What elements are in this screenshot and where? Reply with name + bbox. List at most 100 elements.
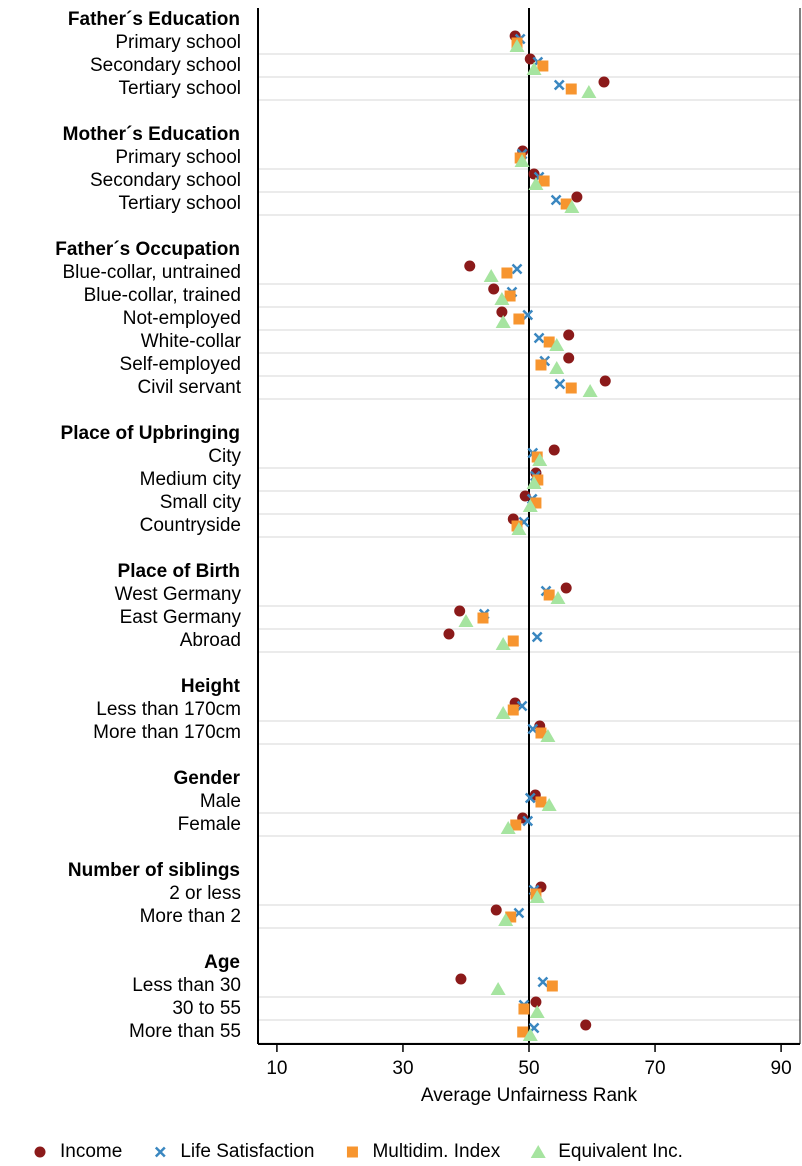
category-label: More than 55 <box>129 1021 241 1042</box>
point <box>560 198 572 210</box>
x-tick-label: 10 <box>266 1058 287 1079</box>
point <box>490 982 506 995</box>
x-axis-label: Average Unfairness Rank <box>421 1085 638 1106</box>
category-label: White-collar <box>141 331 242 352</box>
group-title: Height <box>181 676 241 697</box>
category-label: 2 or less <box>169 883 241 904</box>
legend-marker <box>34 1146 46 1158</box>
point <box>531 451 543 463</box>
point <box>510 819 522 831</box>
category-label: Blue-collar, trained <box>84 285 241 306</box>
group-title: Place of Upbringing <box>61 423 240 444</box>
group-title: Mother´s Education <box>63 124 240 145</box>
point <box>490 904 502 916</box>
point <box>516 700 528 712</box>
point <box>496 306 508 318</box>
point <box>537 60 549 72</box>
point <box>560 582 572 594</box>
x-tick-label: 30 <box>392 1058 413 1079</box>
point <box>495 706 511 719</box>
category-label: Female <box>178 814 241 835</box>
point <box>522 815 534 827</box>
point <box>498 913 514 926</box>
group-title: Age <box>204 952 240 973</box>
category-label: 30 to 55 <box>172 998 241 1019</box>
point <box>550 194 562 206</box>
point <box>581 85 597 98</box>
category-label: Less than 170cm <box>96 699 241 720</box>
point <box>531 631 543 643</box>
x-tick-label: 90 <box>771 1058 792 1079</box>
legend-marker <box>346 1146 358 1158</box>
point <box>494 292 510 305</box>
point <box>513 313 525 325</box>
x-tick-label: 70 <box>644 1058 665 1079</box>
point <box>546 980 558 992</box>
category-label: Male <box>200 791 241 812</box>
category-label: Secondary school <box>90 55 241 76</box>
point <box>565 83 577 95</box>
group-title: Place of Birth <box>118 561 240 582</box>
legend-label: Income <box>60 1141 122 1162</box>
group-title: Father´s Education <box>68 9 240 30</box>
point <box>565 382 577 394</box>
point <box>495 637 511 650</box>
point <box>464 260 476 272</box>
point <box>543 336 555 348</box>
point <box>454 605 466 617</box>
point <box>528 168 540 180</box>
category-label: More than 2 <box>140 906 241 927</box>
category-label: Small city <box>160 492 242 513</box>
point <box>514 154 530 167</box>
point <box>530 497 542 509</box>
group-title: Father´s Occupation <box>55 239 240 260</box>
point <box>549 361 565 374</box>
point <box>495 315 511 328</box>
point <box>455 973 467 985</box>
category-label: Countryside <box>140 515 241 536</box>
point <box>537 976 549 988</box>
legend-label: Life Satisfaction <box>180 1141 314 1162</box>
category-label: Primary school <box>115 32 241 53</box>
point <box>540 729 556 742</box>
point <box>528 177 544 190</box>
point <box>522 499 538 512</box>
point <box>524 53 536 65</box>
point <box>507 635 519 647</box>
category-label: Self-employed <box>120 354 241 375</box>
legend-label: Equivalent Inc. <box>558 1141 683 1162</box>
point <box>550 591 566 604</box>
point <box>477 612 489 624</box>
point <box>580 1019 592 1031</box>
point <box>549 338 565 351</box>
category-label: Civil servant <box>138 377 242 398</box>
legend-marker <box>530 1145 546 1158</box>
point <box>524 792 536 804</box>
point <box>543 589 555 601</box>
point <box>571 191 583 203</box>
point <box>599 375 611 387</box>
point <box>541 798 557 811</box>
point <box>522 309 534 321</box>
point <box>538 175 550 187</box>
category-label: City <box>208 446 241 467</box>
point <box>582 384 598 397</box>
point <box>517 1026 529 1038</box>
point <box>535 359 547 371</box>
point <box>443 628 455 640</box>
point <box>519 490 531 502</box>
point <box>526 62 542 75</box>
point <box>501 267 513 279</box>
point <box>511 263 523 275</box>
category-label: Primary school <box>115 147 241 168</box>
point <box>505 911 517 923</box>
point <box>535 727 547 739</box>
category-label: Medium city <box>140 469 242 490</box>
point <box>522 1028 538 1041</box>
category-label: Secondary school <box>90 170 241 191</box>
category-label: More than 170cm <box>93 722 241 743</box>
point <box>530 996 542 1008</box>
point <box>548 444 560 456</box>
point <box>564 200 580 213</box>
x-tick-label: 50 <box>518 1058 539 1079</box>
